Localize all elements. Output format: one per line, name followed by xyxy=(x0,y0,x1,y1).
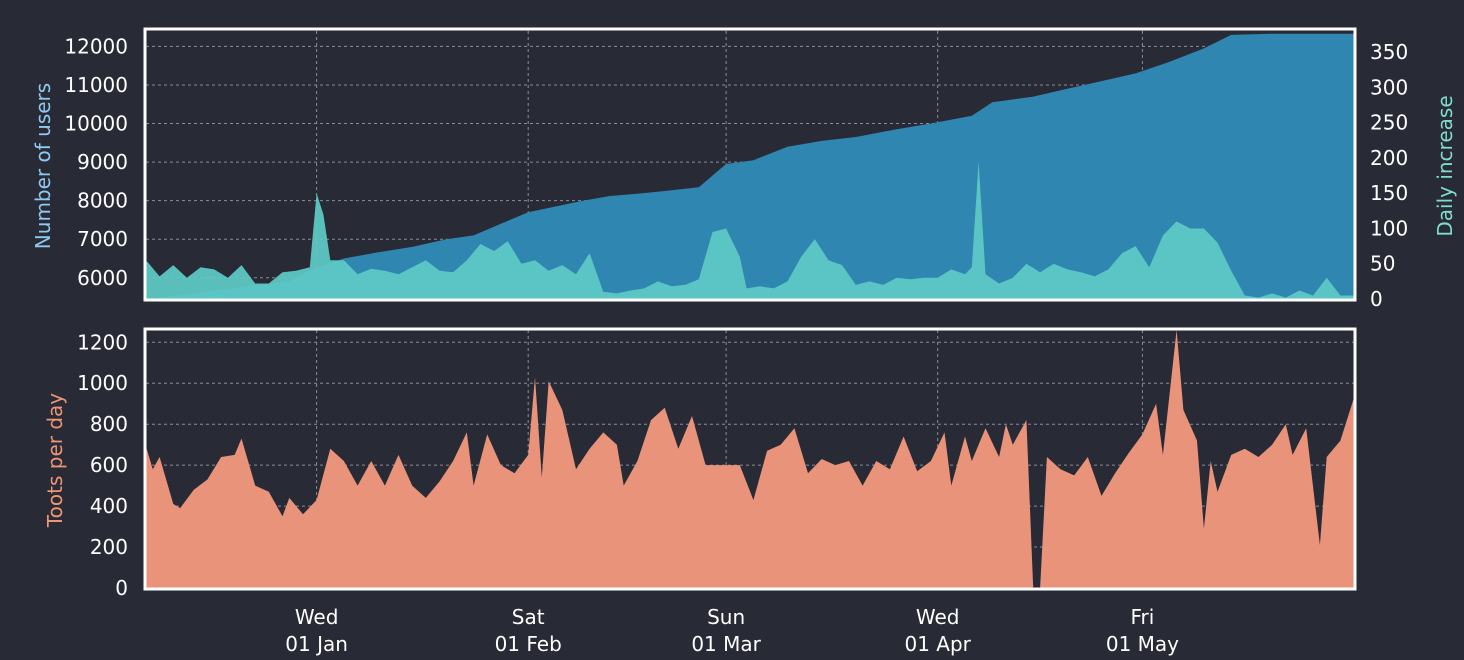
daily-axis-label: Daily increase xyxy=(1433,95,1457,236)
users-y-tick: 11000 xyxy=(64,73,128,97)
users-y-tick: 7000 xyxy=(77,227,128,251)
toots-y-tick: 400 xyxy=(90,494,128,518)
daily-increase-area xyxy=(146,161,1354,299)
x-tick-date: 01 Feb xyxy=(495,632,562,656)
toots-series xyxy=(146,330,1354,588)
users-series xyxy=(146,33,1354,299)
users-panel: 6000 7000 8000 9000 10000 11000 12000 0 50 100 15… xyxy=(31,27,1457,311)
x-tick-weekday: Fri xyxy=(1131,605,1155,629)
users-axis-label: Number of users xyxy=(31,83,55,249)
toots-y-tick: 1000 xyxy=(77,371,128,395)
daily-y-tick: 200 xyxy=(1370,146,1408,170)
toots-panel: 0 200 400 600 800 1000 1200 Toots per day xyxy=(43,327,1357,600)
users-y-tick: 12000 xyxy=(64,34,128,58)
users-y-tick: 8000 xyxy=(77,189,128,213)
x-tick-date: 01 Mar xyxy=(691,632,761,656)
toots-y-tick: 800 xyxy=(90,412,128,436)
toots-y-tick: 600 xyxy=(90,453,128,477)
users-y-ticks: 6000 7000 8000 9000 10000 11000 12000 xyxy=(64,34,128,289)
x-tick-weekday: Sun xyxy=(707,605,745,629)
x-tick-date: 01 May xyxy=(1106,632,1179,656)
toots-axis-label: Toots per day xyxy=(43,393,67,528)
daily-y-tick: 50 xyxy=(1370,252,1395,276)
x-tick-weekday: Wed xyxy=(916,605,960,629)
toots-y-tick: 0 xyxy=(115,576,128,600)
toots-area xyxy=(146,330,1354,588)
daily-y-tick: 0 xyxy=(1370,287,1383,311)
daily-y-tick: 350 xyxy=(1370,40,1408,64)
toots-frame xyxy=(143,327,1357,591)
x-tick-date: 01 Apr xyxy=(904,632,971,656)
daily-y-tick: 250 xyxy=(1370,111,1408,135)
x-tick-date: 01 Jan xyxy=(285,632,348,656)
users-y-tick: 10000 xyxy=(64,112,128,136)
users-y-tick: 6000 xyxy=(77,266,128,290)
x-tick-weekday: Wed xyxy=(295,605,339,629)
toots-y-tick: 200 xyxy=(90,535,128,559)
users-y-tick: 9000 xyxy=(77,150,128,174)
users-area xyxy=(146,33,1354,299)
daily-y-tick: 100 xyxy=(1370,216,1408,240)
toots-y-ticks: 0 200 400 600 800 1000 1200 xyxy=(77,330,128,600)
daily-y-ticks: 0 50 100 150 200 250 300 350 xyxy=(1370,40,1408,311)
x-axis-ticks: Wed 01 Jan Sat 01 Feb Sun 01 Mar Wed 01 Apr Fri 0… xyxy=(285,605,1179,656)
daily-y-tick: 300 xyxy=(1370,75,1408,99)
users-frame xyxy=(143,27,1357,302)
toots-y-tick: 1200 xyxy=(77,330,128,354)
x-tick-weekday: Sat xyxy=(512,605,545,629)
daily-y-tick: 150 xyxy=(1370,181,1408,205)
